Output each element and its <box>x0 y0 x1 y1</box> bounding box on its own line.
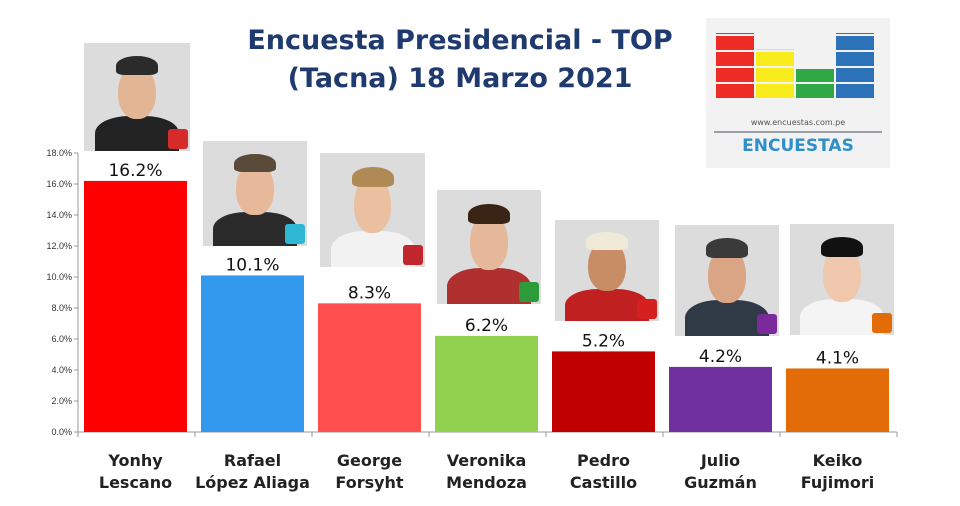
category-label: Veronika <box>447 451 527 470</box>
category-label: Mendoza <box>446 473 527 492</box>
candidate-photo <box>675 225 779 336</box>
category-label: Keiko <box>813 451 863 470</box>
candidate-shoulders <box>330 230 415 267</box>
category-label: Lescano <box>99 473 172 492</box>
logo-bar <box>836 33 874 98</box>
bar <box>552 351 655 432</box>
category-label: George <box>337 451 402 470</box>
data-label: 8.3% <box>348 283 391 303</box>
candidate-shoulders <box>213 212 297 246</box>
bar <box>84 180 187 432</box>
party-logo-icon <box>285 224 305 244</box>
candidate-photo <box>555 220 659 321</box>
y-tick-label: 6.0% <box>51 334 72 344</box>
candidate-hair <box>351 166 394 188</box>
y-tick-label: 0.0% <box>51 427 72 437</box>
chart-title-line-2: (Tacna) 18 Marzo 2021 <box>287 63 633 94</box>
party-logo-icon <box>757 314 777 334</box>
candidate-hair <box>468 203 510 225</box>
category-label: Guzmán <box>684 473 757 492</box>
y-tick-label: 8.0% <box>51 303 72 313</box>
party-logo-icon <box>872 313 892 333</box>
y-tick-label: 18.0% <box>46 148 72 158</box>
y-tick-label: 10.0% <box>46 272 72 282</box>
data-label: 16.2% <box>108 161 162 181</box>
candidate-photo <box>203 141 307 246</box>
candidate-photo <box>790 224 894 335</box>
candidate-shoulders <box>565 288 649 321</box>
data-label: 5.2% <box>582 331 625 351</box>
category-label: Forsyht <box>335 473 404 492</box>
y-tick-label: 16.0% <box>46 179 72 189</box>
y-tick-label: 2.0% <box>51 396 72 406</box>
category-label: Rafael <box>224 451 281 470</box>
party-logo-icon <box>519 282 539 302</box>
y-tick-label: 4.0% <box>51 365 72 375</box>
data-label: 10.1% <box>225 255 279 275</box>
party-logo-icon <box>637 299 657 319</box>
party-logo-icon <box>168 129 188 149</box>
candidate-shoulders <box>800 299 884 335</box>
bar <box>435 335 538 432</box>
candidate-photo <box>84 43 190 151</box>
chart-title-line-1: Encuesta Presidencial - TOP <box>247 25 673 56</box>
encuestas-logo: www.encuestas.com.pe ENCUESTAS <box>706 18 890 168</box>
logo-divider <box>714 131 882 133</box>
candidate-hair <box>586 232 628 251</box>
candidate-hair <box>234 153 276 173</box>
logo-url: www.encuestas.com.pe <box>750 118 846 127</box>
data-label: 4.2% <box>699 347 742 367</box>
category-label: Castillo <box>570 473 637 492</box>
bar <box>201 275 304 432</box>
category-label: Pedro <box>577 451 630 470</box>
logo-bar <box>716 33 754 98</box>
category-label: Yonhy <box>107 451 163 470</box>
candidate-photo <box>320 153 425 267</box>
category-label: Julio <box>700 451 740 470</box>
logo-bar <box>796 69 834 98</box>
y-tick-label: 12.0% <box>46 241 72 251</box>
category-label: Fujimori <box>801 473 875 492</box>
chart-title: Encuesta Presidencial - TOP (Tacna) 18 M… <box>230 22 690 98</box>
candidate-shoulders <box>685 300 769 336</box>
bar <box>318 303 421 432</box>
logo-name: ENCUESTAS <box>742 136 854 156</box>
candidate-photo <box>437 190 541 304</box>
data-label: 6.2% <box>465 316 508 336</box>
logo-bar <box>756 49 794 98</box>
party-logo-icon <box>403 245 423 265</box>
y-tick-label: 14.0% <box>46 210 72 220</box>
candidate-hair <box>115 55 159 76</box>
category-label: López Aliaga <box>195 473 310 492</box>
candidate-shoulders <box>94 116 180 151</box>
data-label: 4.1% <box>816 348 859 368</box>
candidate-hair <box>706 238 748 259</box>
candidate-hair <box>821 237 863 258</box>
bar <box>669 366 772 432</box>
bar <box>786 368 889 432</box>
candidate-shoulders <box>447 267 531 304</box>
